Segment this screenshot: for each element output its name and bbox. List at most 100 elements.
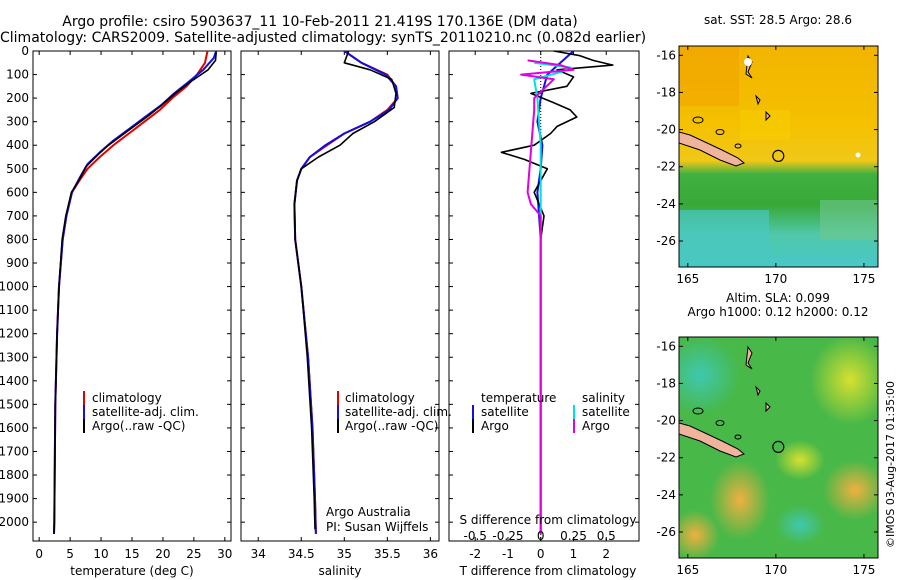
x-tick-label: 30 [217, 547, 232, 561]
series-line-satellite-adj-clim [53, 50, 218, 534]
sla-high-anomaly [810, 337, 878, 425]
difference-xlabel: T difference from climatology [459, 564, 637, 578]
map-y-tick-label: -16 [656, 339, 676, 353]
y-tick-label: 900 [6, 256, 29, 270]
sla-high-anomaly [823, 460, 878, 520]
legend-label-t-satellite: satellite [481, 405, 529, 419]
y-tick-label: 800 [6, 232, 29, 246]
title-line-1: Argo profile: csiro 5903637_11 10-Feb-20… [62, 14, 578, 30]
loyalty-island [715, 129, 725, 135]
y-tick-label: 1700 [0, 444, 29, 458]
new-caledonia-landmass [679, 422, 745, 458]
salinity-xlabel: salinity [318, 564, 361, 578]
y-tick-label: 400 [6, 138, 29, 152]
legend-label-satellite: satellite-adj. clim. [92, 405, 199, 419]
sla-map-frame [678, 336, 879, 559]
series-line-s-satellite [533, 61, 572, 534]
sst-map-frame [678, 45, 879, 268]
y-tick-label: 300 [6, 115, 29, 129]
legend-label-s-argo: Argo [582, 419, 610, 433]
x-tick-label: 25 [186, 547, 201, 561]
cloud-mask [744, 58, 752, 66]
profile-location-marker [772, 440, 785, 453]
legend-label-s-satellite: satellite [582, 405, 630, 419]
map-y-tick-label: -22 [656, 451, 676, 465]
sla-high-anomaly [775, 440, 825, 480]
y-tick-label: 0 [21, 44, 29, 58]
y-tick-label: 1000 [0, 280, 29, 294]
annotation-pi: PI: Susan Wijffels [326, 520, 428, 534]
salinity-legend: climatology satellite-adj. clim. Argo(..… [337, 391, 452, 433]
legend-label-climatology: climatology [345, 391, 415, 405]
x-tick-label: 1 [570, 547, 578, 561]
legend-label-argo: Argo(..raw -QC) [345, 419, 438, 433]
x-tick-label: 0 [537, 547, 545, 561]
loyalty-island [692, 407, 704, 415]
legend-label-argo: Argo(..raw -QC) [92, 419, 185, 433]
series-line-t-satellite [536, 50, 575, 534]
x-tick-label: 35.5 [374, 547, 401, 561]
vanuatu-island [765, 110, 771, 122]
map-x-tick-label: 175 [852, 563, 875, 577]
y-tick-label: 100 [6, 68, 29, 82]
sla-high-anomaly [710, 460, 770, 540]
s-difference-label: S difference from climatology [460, 513, 637, 527]
x-tick-label: -1 [502, 547, 514, 561]
sst-map [679, 46, 878, 267]
y-tick-label: 1300 [0, 350, 29, 364]
legend-label-climatology: climatology [92, 391, 162, 405]
y-tick-label: 200 [6, 91, 29, 105]
sla-low-anomaly [775, 505, 825, 545]
x-tick-label: 10 [93, 547, 108, 561]
title-line-2: Climatology: CARS2009. Satellite-adjuste… [0, 30, 647, 46]
x-tick-label: 34 [251, 547, 266, 561]
vanuatu-island [745, 345, 753, 370]
imos-credit: ©IMOS 03-Aug-2017 01:35:00 [884, 381, 897, 548]
y-tick-label: 500 [6, 162, 29, 176]
map-x-tick-label: 165 [676, 563, 699, 577]
map-x-tick-label: 175 [852, 272, 875, 286]
map-x-tick-label: 165 [676, 272, 699, 286]
y-tick-label: 2000 [0, 515, 29, 529]
temperature-panel [32, 50, 232, 542]
map-y-tick-label: -24 [656, 488, 676, 502]
vanuatu-island [755, 94, 761, 106]
s-tick-label: -0.5 [463, 529, 486, 543]
series-line-t-argo [500, 50, 614, 534]
x-tick-label: -2 [469, 547, 481, 561]
s-tick-label: -0.25 [492, 529, 523, 543]
s-tick-label: 0.5 [597, 529, 616, 543]
s-tick-label: 0 [537, 529, 545, 543]
legend-label-satellite: satellite-adj. clim. [345, 405, 452, 419]
series-line-climatology [53, 50, 209, 534]
cloud-mask [855, 152, 861, 158]
y-tick-label: 600 [6, 185, 29, 199]
sst-cool-patch [820, 200, 878, 240]
series-line-s-argo [520, 59, 575, 534]
series-line-argo-raw-qc [53, 52, 217, 534]
x-tick-label: 34.5 [288, 547, 315, 561]
map-x-tick-label: 170 [764, 563, 787, 577]
series-line-satellite-adj-clim [293, 50, 399, 534]
x-tick-label: 36 [423, 547, 438, 561]
y-tick-label: 1900 [0, 492, 29, 506]
difference-legend: temperature salinity satellite Argo sate… [472, 391, 630, 433]
vanuatu-island [765, 401, 771, 413]
y-tick-label: 1400 [0, 374, 29, 388]
y-tick-label: 1200 [0, 327, 29, 341]
profile-location-marker [772, 149, 785, 162]
difference-panel [448, 50, 640, 542]
loyalty-island [692, 116, 704, 124]
sla-map-title-2: Argo h1000: 0.12 h2000: 0.12 [688, 305, 869, 319]
x-tick-label: 15 [124, 547, 139, 561]
map-y-tick-label: -26 [656, 234, 676, 248]
x-tick-label: 20 [155, 547, 170, 561]
map-y-tick-label: -18 [656, 376, 676, 390]
x-tick-label: 0 [35, 547, 43, 561]
sla-low-anomaly [679, 337, 740, 415]
sst-map-title: sat. SST: 28.5 Argo: 28.6 [704, 13, 852, 27]
vanuatu-island [755, 385, 761, 397]
loyalty-island [715, 420, 725, 426]
legend-title-salinity: salinity [582, 391, 625, 405]
map-y-tick-label: -26 [656, 525, 676, 539]
